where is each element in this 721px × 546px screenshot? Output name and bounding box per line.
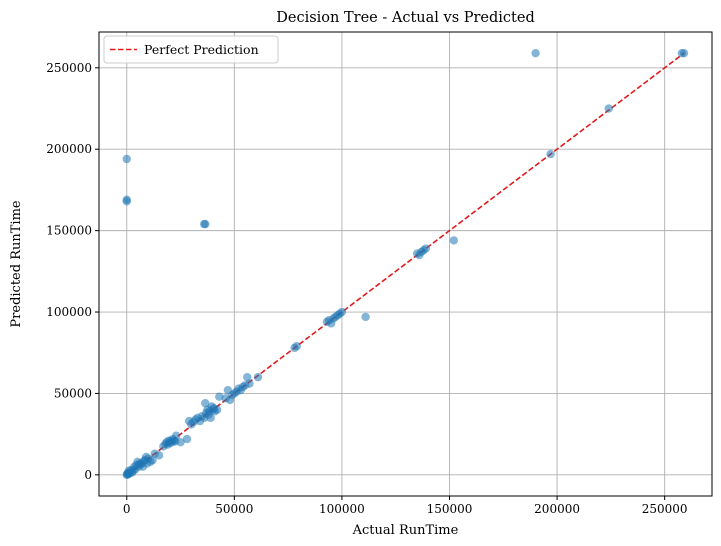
legend-box — [103, 35, 279, 64]
perfect-prediction-line-group — [126, 52, 685, 476]
y-tick-label: 0 — [84, 468, 92, 482]
perfect-prediction-line — [126, 52, 685, 476]
data-point — [253, 372, 263, 382]
y-axis-label: Predicted RunTime — [9, 200, 24, 327]
data-point — [245, 379, 254, 388]
data-point — [361, 312, 370, 322]
x-tick-label: 250000 — [642, 502, 688, 516]
data-point — [154, 451, 164, 460]
data-point — [182, 434, 192, 444]
data-point — [215, 392, 224, 401]
grid — [99, 32, 712, 496]
data-point — [201, 399, 210, 408]
data-point — [679, 48, 689, 58]
y-tick-label: 50000 — [54, 386, 92, 400]
data-point — [243, 372, 252, 382]
data-point — [212, 405, 222, 414]
y-tick-label: 100000 — [46, 305, 92, 319]
x-tick-label: 0 — [123, 502, 131, 516]
x-tick-label: 200000 — [534, 502, 580, 516]
data-points — [122, 48, 689, 480]
x-tick-label: 150000 — [427, 502, 473, 516]
data-point — [201, 219, 210, 229]
data-point — [176, 438, 185, 447]
y-tick-label: 150000 — [46, 224, 92, 238]
chart-title: Decision Tree - Actual vs Predicted — [276, 10, 535, 26]
legend: Perfect Prediction — [103, 35, 279, 64]
data-point — [546, 149, 555, 159]
data-point — [148, 455, 157, 465]
data-point — [531, 48, 540, 58]
y-tick-label: 200000 — [46, 142, 92, 156]
data-point — [604, 104, 613, 113]
data-point — [449, 236, 459, 245]
legend-label: Perfect Prediction — [144, 42, 259, 57]
plot-frame — [98, 31, 713, 497]
data-point — [122, 154, 131, 164]
data-point — [172, 431, 181, 440]
x-axis-ticks: 0 50000 100000 150000 200000 250000 — [123, 496, 688, 516]
data-point — [206, 413, 215, 423]
y-axis-ticks: 0 50000 100000 150000 200000 250000 — [46, 61, 99, 482]
x-tick-label: 50000 — [215, 502, 253, 516]
x-tick-label: 100000 — [319, 502, 365, 516]
y-tick-label: 250000 — [46, 61, 92, 75]
data-point — [421, 244, 431, 253]
x-axis-label: Actual RunTime — [352, 523, 459, 538]
data-point — [337, 307, 347, 317]
data-point — [122, 195, 131, 204]
data-point — [292, 342, 301, 351]
